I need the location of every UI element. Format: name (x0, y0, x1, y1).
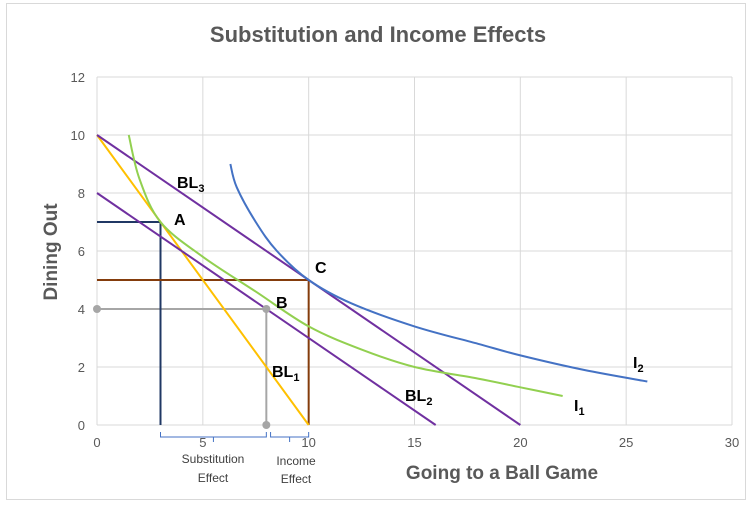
x-tick-5: 5 (199, 435, 206, 450)
series-lines (96, 134, 648, 426)
substitution-effect-line1: Substitution (182, 452, 245, 466)
y-tick-2: 2 (78, 360, 85, 375)
bl2-label: BL2 (405, 388, 432, 408)
marker-b-point (262, 305, 271, 313)
bl1-label: BL1 (272, 364, 299, 384)
tick-labels: 0 5 10 15 20 25 30 0 2 4 6 8 10 12 (71, 70, 740, 450)
point-label-a: A (174, 212, 186, 229)
series-bl1 (96, 134, 310, 426)
substitution-effect-line2: Effect (198, 471, 229, 485)
x-tick-30: 30 (725, 435, 739, 450)
y-tick-6: 6 (78, 244, 85, 259)
income-effect-bracket (270, 432, 310, 442)
y-tick-0: 0 (78, 418, 85, 433)
point-markers (93, 305, 271, 429)
x-tick-15: 15 (407, 435, 421, 450)
x-axis-title: Going to a Ball Game (406, 463, 598, 484)
series-i2 (229, 163, 648, 383)
bl3-label: BL3 (177, 175, 204, 195)
y-tick-4: 4 (78, 302, 85, 317)
x-tick-20: 20 (513, 435, 527, 450)
series-i1 (127, 134, 563, 397)
substitution-effect-bracket (160, 432, 267, 442)
y-axis-title: Dining Out (41, 203, 62, 301)
x-tick-0: 0 (93, 435, 100, 450)
i2-label: I2 (633, 355, 644, 375)
x-tick-10: 10 (301, 435, 315, 450)
effect-brackets (160, 432, 310, 442)
marker-b-y-axis (93, 305, 101, 313)
x-tick-25: 25 (619, 435, 633, 450)
point-label-b: B (276, 295, 288, 312)
i1-label: I1 (574, 398, 585, 418)
income-effect-line1: Income (276, 454, 316, 468)
point-label-c: C (315, 260, 327, 277)
y-tick-10: 10 (71, 128, 85, 143)
marker-b-x-axis (262, 421, 271, 429)
income-effect-line2: Effect (281, 472, 312, 486)
y-tick-8: 8 (78, 186, 85, 201)
chart-title: Substitution and Income Effects (210, 22, 546, 47)
y-tick-12: 12 (71, 70, 85, 85)
